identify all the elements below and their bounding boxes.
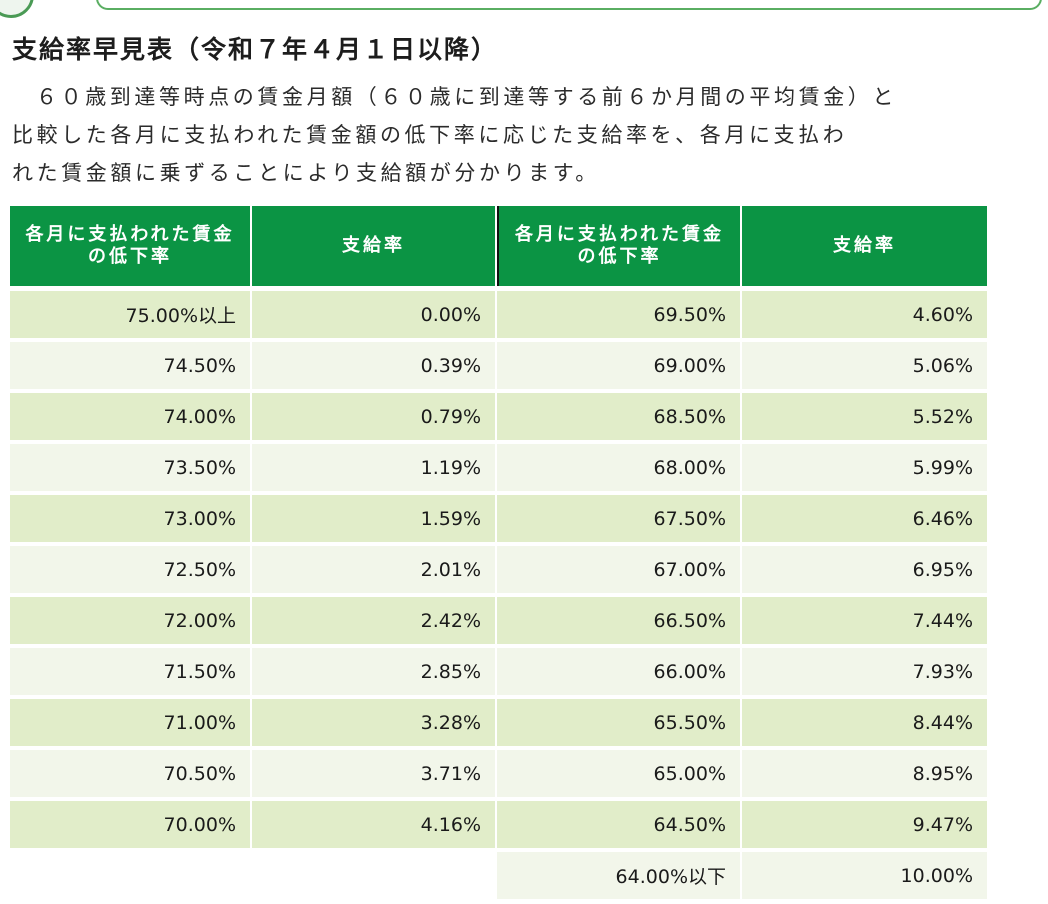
decline-rate-right-cell: 64.00%以下 — [497, 852, 742, 903]
table-row: 75.00%以上 0.00% 69.50% 4.60% — [10, 291, 987, 342]
decline-rate-left-cell: 75.00%以上 — [10, 291, 252, 342]
table-row: 71.00% 3.28% 65.50% 8.44% — [10, 699, 987, 750]
header-decline-rate-right: 各月に支払われた賃金の低下率 — [497, 206, 742, 286]
payment-rate-left-cell: 2.01% — [252, 546, 497, 597]
decline-rate-right-cell: 69.50% — [497, 291, 742, 342]
table-row-last: 64.00%以下 10.00% — [10, 852, 987, 903]
payment-rate-left-cell: 1.19% — [252, 444, 497, 495]
decline-rate-left-cell: 73.00% — [10, 495, 252, 546]
table-row: 74.00% 0.79% 68.50% 5.52% — [10, 393, 987, 444]
decline-rate-left-cell: 70.00% — [10, 801, 252, 852]
header-decline-rate-left: 各月に支払われた賃金の低下率 — [10, 206, 252, 286]
description-line-2: 比較した各月に支払われた賃金額の低下率に応じた支給率を、各月に支払わ — [12, 123, 848, 147]
payment-rate-left-cell: 4.16% — [252, 801, 497, 852]
decline-rate-right-cell: 68.00% — [497, 444, 742, 495]
table-row: 74.50% 0.39% 69.00% 5.06% — [10, 342, 987, 393]
header-payment-rate-left: 支給率 — [252, 206, 497, 286]
payment-rate-right-cell: 8.44% — [742, 699, 987, 750]
table-row: 71.50% 2.85% 66.00% 7.93% — [10, 648, 987, 699]
header-payment-rate-right: 支給率 — [742, 206, 987, 286]
payment-rate-left-cell: 3.71% — [252, 750, 497, 801]
decline-rate-left-cell: 74.50% — [10, 342, 252, 393]
decline-rate-left-cell: 73.50% — [10, 444, 252, 495]
table-row: 72.50% 2.01% 67.00% 6.95% — [10, 546, 987, 597]
table-row: 73.00% 1.59% 67.50% 6.46% — [10, 495, 987, 546]
description-line-1: ６０歳到達等時点の賃金月額（６０歳に到達等する前６か月間の平均賃金）と — [36, 85, 897, 109]
payment-rate-left-cell: 0.00% — [252, 291, 497, 342]
payment-rate-right-cell: 7.44% — [742, 597, 987, 648]
decline-rate-right-cell: 68.50% — [497, 393, 742, 444]
payment-rate-left-cell: 3.28% — [252, 699, 497, 750]
page-title: 支給率早見表（令和７年４月１日以降） — [12, 35, 499, 64]
decline-rate-left-cell: 71.00% — [10, 699, 252, 750]
decline-rate-right-cell: 65.50% — [497, 699, 742, 750]
table-body: 75.00%以上 0.00% 69.50% 4.60% 74.50% 0.39% 69.00… — [10, 291, 987, 903]
payment-rate-right-cell: 5.06% — [742, 342, 987, 393]
table-row: 70.00% 4.16% 64.50% 9.47% — [10, 801, 987, 852]
decline-rate-right-cell: 67.50% — [497, 495, 742, 546]
decline-rate-left-cell: 72.50% — [10, 546, 252, 597]
payment-rate-left-cell: 1.59% — [252, 495, 497, 546]
description: ６０歳到達等時点の賃金月額（６０歳に到達等する前６か月間の平均賃金）と 比較した… — [12, 78, 1002, 192]
payment-rate-left-cell: 2.85% — [252, 648, 497, 699]
empty-cell — [252, 852, 497, 903]
payment-rate-right-cell: 7.93% — [742, 648, 987, 699]
payment-rate-right-cell: 9.47% — [742, 801, 987, 852]
decorative-circle-icon — [0, 0, 34, 18]
decline-rate-right-cell: 67.00% — [497, 546, 742, 597]
payment-rate-right-cell: 10.00% — [742, 852, 987, 903]
decorative-frame — [96, 0, 1042, 10]
table-header-row: 各月に支払われた賃金の低下率 支給率 各月に支払われた賃金の低下率 支給率 — [10, 206, 987, 286]
payment-rate-right-cell: 6.95% — [742, 546, 987, 597]
rate-table: 各月に支払われた賃金の低下率 支給率 各月に支払われた賃金の低下率 支給率 75… — [10, 206, 987, 903]
table-row: 70.50% 3.71% 65.00% 8.95% — [10, 750, 987, 801]
top-decoration — [0, 0, 1048, 18]
payment-rate-left-cell: 0.39% — [252, 342, 497, 393]
decline-rate-right-cell: 66.00% — [497, 648, 742, 699]
payment-rate-right-cell: 5.99% — [742, 444, 987, 495]
decline-rate-right-cell: 64.50% — [497, 801, 742, 852]
description-line-3: れた賃金額に乗ずることにより支給額が分かります。 — [12, 161, 600, 185]
decline-rate-left-cell: 70.50% — [10, 750, 252, 801]
payment-rate-right-cell: 5.52% — [742, 393, 987, 444]
decline-rate-right-cell: 69.00% — [497, 342, 742, 393]
payment-rate-right-cell: 8.95% — [742, 750, 987, 801]
payment-rate-right-cell: 4.60% — [742, 291, 987, 342]
payment-rate-left-cell: 2.42% — [252, 597, 497, 648]
payment-rate-left-cell: 0.79% — [252, 393, 497, 444]
decline-rate-left-cell: 72.00% — [10, 597, 252, 648]
table-row: 73.50% 1.19% 68.00% 5.99% — [10, 444, 987, 495]
decline-rate-right-cell: 65.00% — [497, 750, 742, 801]
empty-cell — [10, 852, 252, 903]
decline-rate-right-cell: 66.50% — [497, 597, 742, 648]
table-row: 72.00% 2.42% 66.50% 7.44% — [10, 597, 987, 648]
decline-rate-left-cell: 74.00% — [10, 393, 252, 444]
decline-rate-left-cell: 71.50% — [10, 648, 252, 699]
payment-rate-right-cell: 6.46% — [742, 495, 987, 546]
